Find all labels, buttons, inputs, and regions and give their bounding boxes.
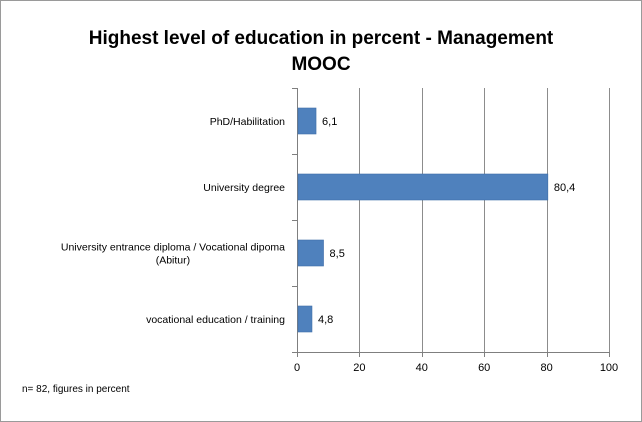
footnote: n= 82, figures in percent: [22, 384, 130, 395]
x-tick-label-80: 80: [540, 362, 552, 374]
bar-2: [297, 239, 324, 267]
x-tick-label-60: 60: [478, 362, 490, 374]
data-label-2: 8,5: [330, 248, 345, 260]
chart-title-line-1: Highest level of education in percent - …: [89, 28, 554, 49]
axes: [292, 88, 610, 357]
category-label-2-line-0: University entrance diploma / Vocational…: [61, 242, 285, 254]
gridlines: [359, 88, 610, 352]
x-tick-label-0: 0: [294, 362, 300, 374]
category-label-0: PhD/Habilitation: [210, 116, 285, 128]
chart-title-line-2: MOOC: [291, 54, 350, 75]
bars: [297, 107, 549, 333]
x-tick-label-20: 20: [353, 362, 365, 374]
data-label-1: 80,4: [554, 182, 575, 194]
category-label-3: vocational education / training: [146, 314, 285, 326]
labels: 0 20 40 60 80 100 6,1 PhD/Habilitation 80,4 Unive…: [61, 116, 618, 374]
bar-3: [297, 305, 313, 333]
x-tick-label-100: 100: [600, 362, 618, 374]
category-label-1: University degree: [203, 182, 285, 194]
data-label-0: 6,1: [322, 116, 337, 128]
bar-1: [297, 173, 549, 201]
bar-0: [297, 107, 317, 135]
category-label-2-line-1: (Abitur): [156, 255, 190, 267]
data-label-3: 4,8: [318, 314, 333, 326]
x-tick-label-40: 40: [416, 362, 428, 374]
